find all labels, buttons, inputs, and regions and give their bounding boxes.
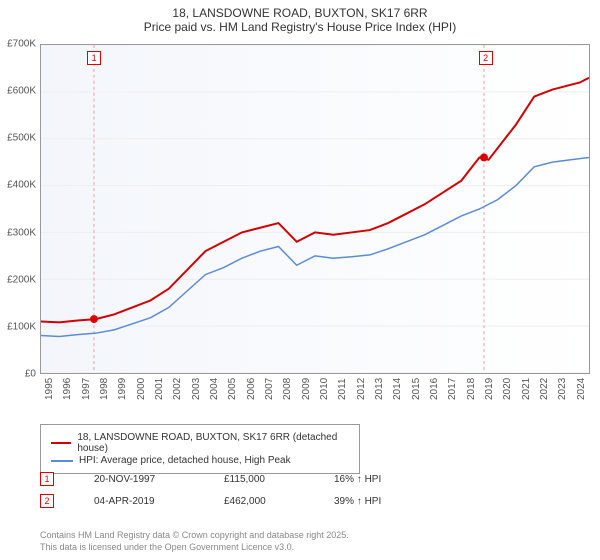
sale-marker: 1	[87, 51, 101, 65]
x-axis-label: 2008	[282, 378, 293, 400]
sale-price: £462,000	[224, 496, 294, 507]
x-axis-label: 1997	[81, 378, 92, 400]
x-axis-label: 2020	[502, 378, 513, 400]
legend-label: HPI: Average price, detached house, High…	[79, 455, 291, 466]
x-axis-label: 2003	[191, 378, 202, 400]
legend-swatch	[51, 460, 73, 462]
x-axis-label: 1999	[117, 378, 128, 400]
x-axis-label: 1996	[62, 378, 73, 400]
x-axis-label: 2000	[136, 378, 147, 400]
legend-item: 18, LANSDOWNE ROAD, BUXTON, SK17 6RR (de…	[51, 432, 349, 454]
sale-row: 1 20-NOV-1997 £115,000 16% ↑ HPI	[40, 472, 381, 486]
x-axis-label: 2021	[521, 378, 532, 400]
x-axis-label: 2017	[447, 378, 458, 400]
sale-price: £115,000	[224, 474, 294, 485]
legend-swatch	[51, 442, 71, 444]
x-axis-label: 2016	[429, 378, 440, 400]
x-axis-label: 2011	[337, 378, 348, 400]
x-axis-label: 2012	[356, 378, 367, 400]
sale-marker-ref: 1	[40, 472, 54, 486]
chart-title: 18, LANSDOWNE ROAD, BUXTON, SK17 6RR	[0, 6, 600, 20]
sale-row: 2 04-APR-2019 £462,000 39% ↑ HPI	[40, 494, 381, 508]
sale-date: 04-APR-2019	[94, 496, 184, 507]
y-axis-label: £700K	[0, 39, 36, 50]
x-axis-label: 2019	[484, 378, 495, 400]
x-axis-label: 2005	[227, 378, 238, 400]
x-axis-label: 2004	[209, 378, 220, 400]
x-axis-label: 2001	[154, 378, 165, 400]
sale-delta: 39% ↑ HPI	[334, 496, 381, 507]
plot-area: 12	[40, 44, 590, 374]
legend-label: 18, LANSDOWNE ROAD, BUXTON, SK17 6RR (de…	[77, 432, 349, 454]
x-axis-label: 2010	[319, 378, 330, 400]
legend-item: HPI: Average price, detached house, High…	[51, 455, 349, 466]
y-axis-label: £0	[0, 369, 36, 380]
x-axis-label: 1995	[44, 378, 55, 400]
chart-subtitle: Price paid vs. HM Land Registry's House …	[0, 20, 600, 34]
legend: 18, LANSDOWNE ROAD, BUXTON, SK17 6RR (de…	[40, 424, 360, 474]
license-text-2: This data is licensed under the Open Gov…	[40, 542, 294, 554]
y-axis-label: £200K	[0, 274, 36, 285]
sale-delta: 16% ↑ HPI	[334, 474, 381, 485]
sale-marker: 2	[479, 51, 493, 65]
x-axis-label: 2007	[264, 378, 275, 400]
x-axis-label: 2024	[576, 378, 587, 400]
sale-date: 20-NOV-1997	[94, 474, 184, 485]
y-axis-label: £500K	[0, 133, 36, 144]
x-axis-label: 2013	[374, 378, 385, 400]
y-axis-label: £100K	[0, 321, 36, 332]
y-axis-label: £400K	[0, 180, 36, 191]
x-axis-label: 2006	[246, 378, 257, 400]
y-axis-label: £300K	[0, 227, 36, 238]
x-axis-label: 1998	[99, 378, 110, 400]
x-axis-label: 2018	[466, 378, 477, 400]
license-text-1: Contains HM Land Registry data © Crown c…	[40, 530, 349, 542]
x-axis-label: 2015	[411, 378, 422, 400]
sale-marker-ref: 2	[40, 494, 54, 508]
x-axis-label: 2014	[392, 378, 403, 400]
y-axis-label: £600K	[0, 86, 36, 97]
x-axis-label: 2022	[539, 378, 550, 400]
x-axis-label: 2023	[557, 378, 568, 400]
x-axis-label: 2009	[301, 378, 312, 400]
x-axis-label: 2002	[172, 378, 183, 400]
